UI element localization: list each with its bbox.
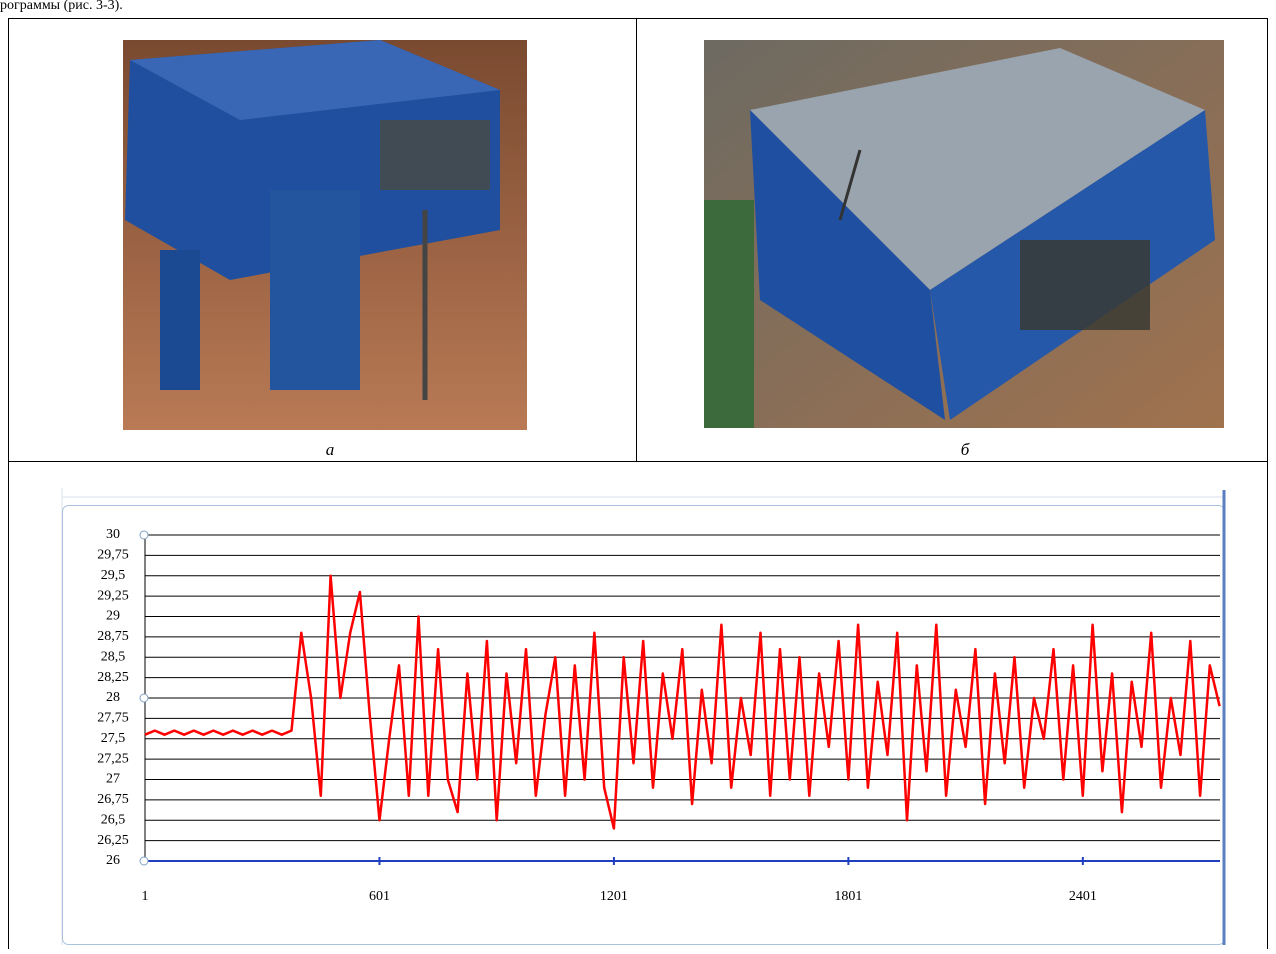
y-tick-label: 26 xyxy=(106,853,120,868)
x-tick-label: 601 xyxy=(369,889,390,904)
y-tick-label: 29,5 xyxy=(101,568,126,583)
x-tick-label: 1 xyxy=(142,889,149,904)
y-tick-label: 26,75 xyxy=(97,792,129,807)
caption: а xyxy=(326,440,335,459)
y-tick-label: 28 xyxy=(106,690,120,705)
y-tick-label: 30 xyxy=(106,527,120,542)
y-tick-label: 27 xyxy=(106,772,120,787)
photo-b xyxy=(704,40,1224,428)
y-tick-label: 29,25 xyxy=(97,588,129,603)
y-tick-label: 27,5 xyxy=(101,731,126,746)
y-tick-label: 28,75 xyxy=(97,629,129,644)
resize-handle xyxy=(139,530,149,540)
x-tick-label: 2401 xyxy=(1069,889,1097,904)
x-tick-label: 1801 xyxy=(834,889,862,904)
data-line xyxy=(144,574,1221,830)
y-tick-label: 28,25 xyxy=(97,670,129,685)
y-tick-label: 29 xyxy=(106,609,120,624)
caption: б xyxy=(961,440,970,459)
y-tick-label: 26,25 xyxy=(97,833,129,848)
resize-handle xyxy=(139,693,149,703)
y-tick-label: 27,75 xyxy=(97,711,129,726)
y-tick-label: 26,5 xyxy=(101,812,126,827)
resize-handle xyxy=(139,856,149,866)
chart-frame xyxy=(62,505,1225,945)
y-tick-label: 29,75 xyxy=(97,548,129,563)
header-text: рограммы (рис. 3-3). xyxy=(0,0,123,13)
y-tick-label: 27,25 xyxy=(97,751,129,766)
table-frame xyxy=(8,18,1268,954)
x-tick-label: 1201 xyxy=(600,889,628,904)
photo-a xyxy=(123,40,527,430)
y-tick-label: 28,5 xyxy=(101,649,126,664)
